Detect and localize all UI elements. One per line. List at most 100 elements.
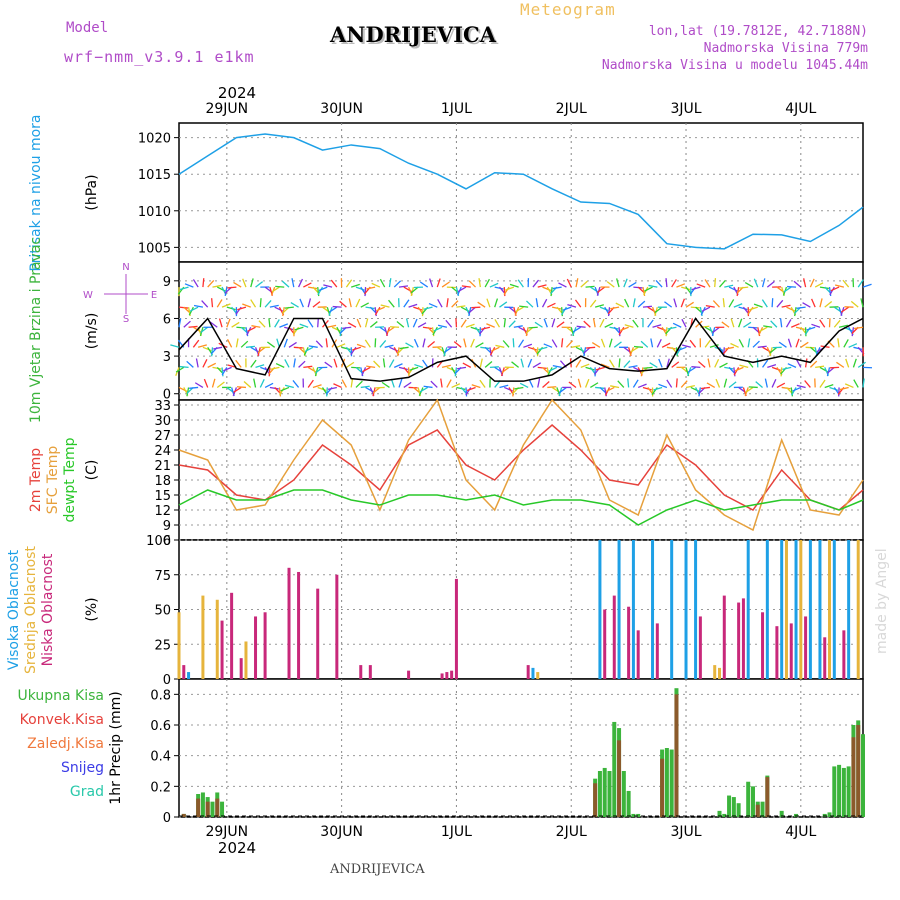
panel-frame-precipitation bbox=[178, 678, 864, 818]
wind-barb bbox=[526, 300, 534, 308]
wind-barb bbox=[379, 278, 386, 288]
wind-barb bbox=[356, 318, 362, 328]
wind-barb bbox=[308, 345, 318, 348]
wind-barb bbox=[451, 383, 461, 389]
wind-barb bbox=[330, 279, 338, 288]
wind-barb bbox=[318, 286, 328, 292]
wind-barb bbox=[207, 280, 215, 288]
wind-barb bbox=[317, 286, 324, 296]
wind-barb bbox=[819, 379, 826, 388]
wind-barb bbox=[403, 299, 410, 308]
cloud-bar bbox=[823, 637, 827, 679]
wind-barb bbox=[543, 318, 548, 328]
wind-barb bbox=[590, 382, 599, 389]
cloud-bar bbox=[526, 665, 530, 679]
wind-barb bbox=[203, 378, 209, 388]
wind-barb bbox=[307, 379, 314, 388]
wind-barb bbox=[341, 379, 347, 388]
wind-barb bbox=[623, 278, 628, 288]
wind-barb bbox=[829, 286, 835, 296]
wind-barb bbox=[780, 367, 783, 377]
cloud-bar bbox=[440, 673, 444, 679]
wind-barb bbox=[422, 326, 432, 330]
wind-barb bbox=[715, 378, 721, 388]
wind-barb bbox=[503, 318, 506, 328]
wind-barb bbox=[842, 279, 850, 288]
wind-barb bbox=[250, 278, 254, 288]
wind-barb bbox=[226, 318, 231, 328]
wind-barb bbox=[479, 379, 486, 388]
wind-barb bbox=[673, 298, 678, 308]
wind-barb bbox=[843, 339, 849, 348]
wind-barb bbox=[738, 339, 744, 348]
wind-barb bbox=[542, 381, 550, 388]
wind-barb bbox=[704, 339, 711, 348]
wind-barb bbox=[211, 298, 214, 308]
wind-barb bbox=[706, 382, 716, 389]
wind-barb bbox=[543, 343, 553, 348]
wind-barb bbox=[512, 387, 515, 397]
wind-barb bbox=[548, 366, 558, 372]
wind-barb bbox=[580, 363, 590, 368]
wind-barb bbox=[299, 323, 309, 328]
wind-barb bbox=[796, 384, 806, 389]
wind-barb bbox=[790, 323, 800, 328]
precip-bar bbox=[851, 737, 856, 817]
credit-label: made by Angel bbox=[874, 548, 890, 654]
cloud-bar bbox=[316, 588, 320, 679]
wind-barb bbox=[689, 339, 697, 348]
wind-barb bbox=[453, 341, 462, 348]
cloud-bar bbox=[368, 665, 372, 679]
wind-barb bbox=[833, 319, 841, 328]
wind-barb bbox=[532, 279, 540, 288]
wind-barb bbox=[437, 324, 448, 328]
cloud-bar bbox=[746, 540, 750, 679]
wind-barb bbox=[527, 358, 533, 368]
wind-barb bbox=[695, 320, 703, 328]
direction-e: E bbox=[151, 290, 157, 301]
wind-barb bbox=[398, 378, 403, 388]
wind-barb bbox=[800, 341, 809, 348]
cloud-bar bbox=[182, 665, 186, 679]
wind-barb bbox=[839, 386, 849, 391]
wind-barb bbox=[650, 338, 654, 348]
wind-barb bbox=[811, 323, 821, 328]
y-tick-label: 30 bbox=[154, 414, 171, 429]
wind-barb bbox=[834, 284, 845, 288]
wind-barb bbox=[532, 362, 542, 368]
wind-barb bbox=[528, 326, 538, 329]
wind-barb bbox=[240, 340, 249, 348]
wind-barb bbox=[830, 286, 840, 292]
wind-barb bbox=[803, 278, 807, 288]
precip-bar bbox=[746, 781, 751, 817]
wind-barb bbox=[364, 318, 369, 328]
wind-barb bbox=[515, 306, 524, 313]
wind-barb bbox=[763, 325, 773, 328]
wind-barb bbox=[268, 367, 271, 377]
wind-barb bbox=[489, 347, 496, 356]
wind-barb bbox=[770, 320, 778, 328]
wind-barb bbox=[275, 362, 285, 368]
wind-barb bbox=[381, 381, 390, 388]
precip-bar bbox=[612, 721, 617, 817]
wind-barb bbox=[811, 298, 816, 308]
wind-barb bbox=[471, 384, 481, 389]
model-name: wrf−nmm_v3.9.1 e1km bbox=[64, 48, 255, 66]
wind-barb bbox=[348, 298, 352, 308]
wind-barb bbox=[778, 341, 787, 348]
precip-legend-4: Grad bbox=[70, 784, 104, 800]
wind-barb bbox=[364, 339, 371, 348]
wind-barb bbox=[687, 366, 696, 373]
wind-barb bbox=[615, 302, 625, 308]
wind-barb bbox=[853, 379, 859, 388]
wind-barb bbox=[837, 338, 840, 348]
wind-barb bbox=[366, 365, 376, 369]
wind-barb bbox=[781, 304, 791, 308]
cloud-bar bbox=[832, 540, 836, 679]
wind-barb bbox=[379, 340, 387, 348]
wind-barb bbox=[339, 300, 347, 308]
wind-barb bbox=[336, 343, 346, 348]
precip-bar bbox=[736, 803, 741, 817]
precip-bar bbox=[636, 813, 641, 817]
wind-barb bbox=[250, 299, 257, 308]
